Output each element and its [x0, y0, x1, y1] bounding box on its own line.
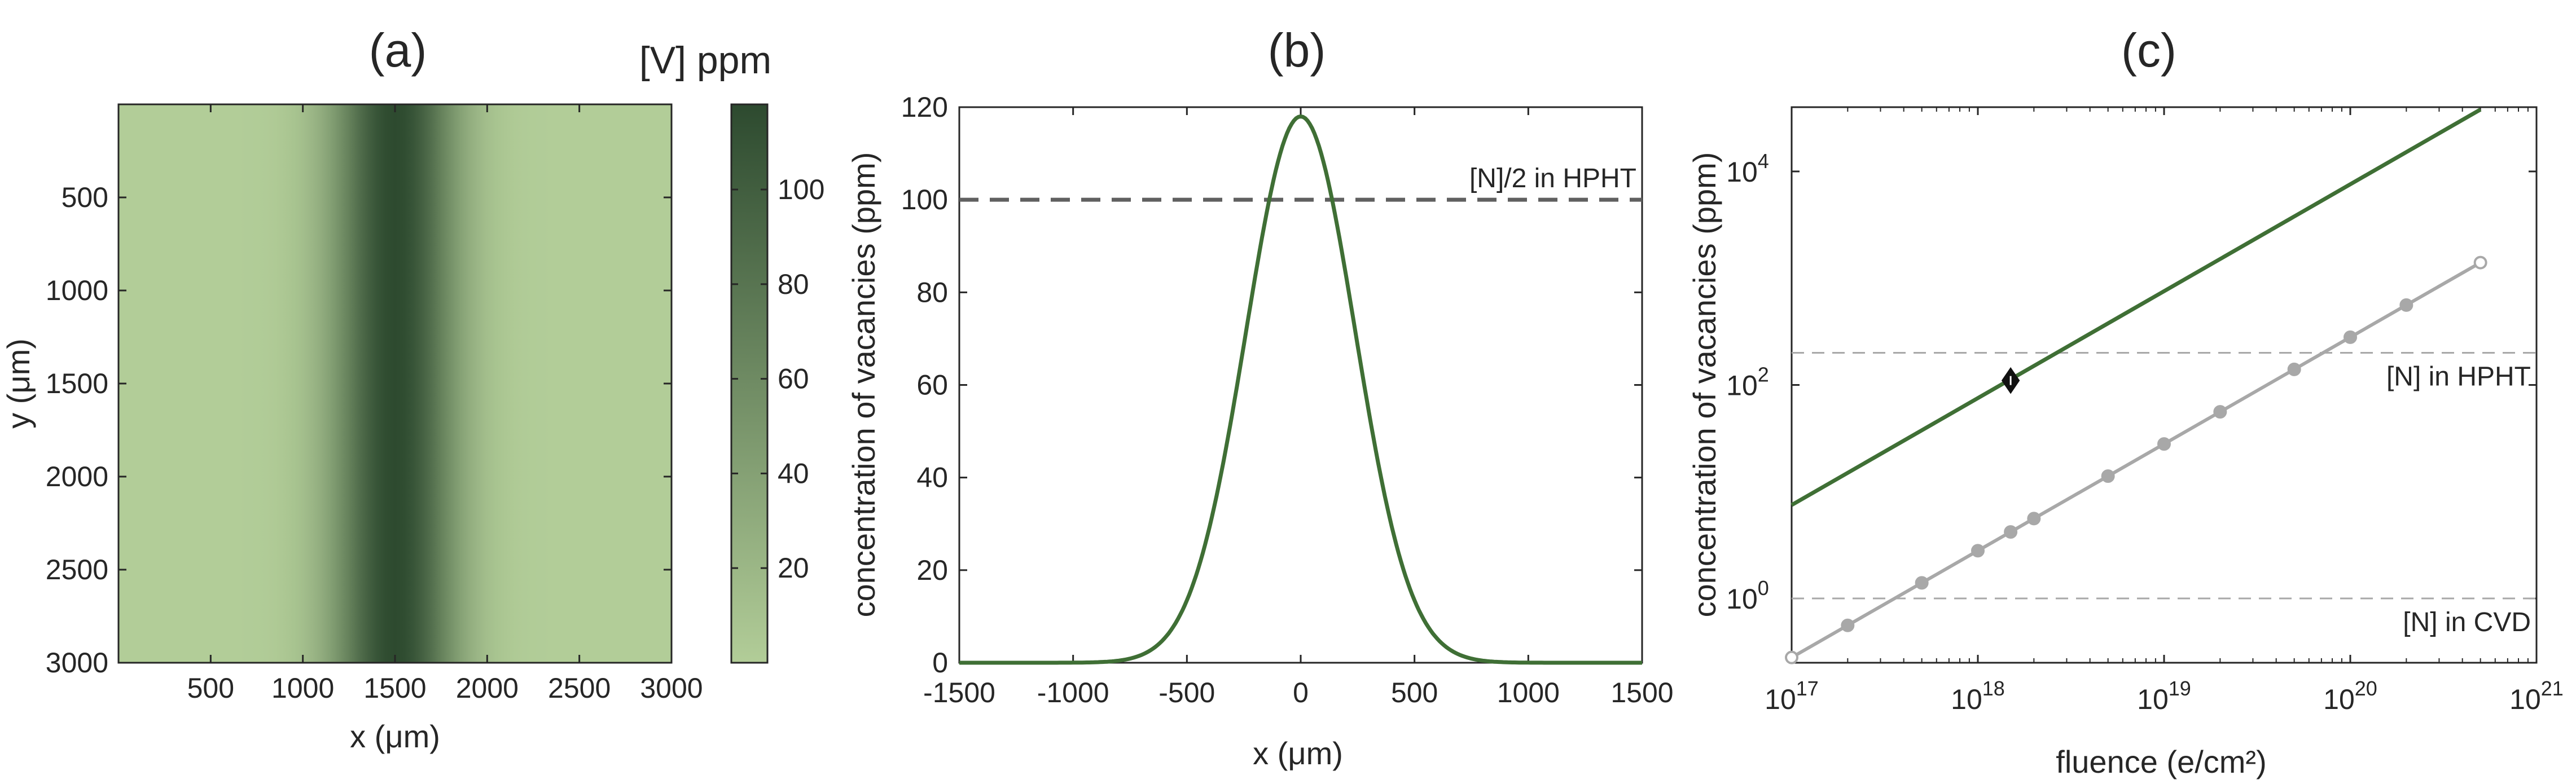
plot-c-ytick-label: 100: [1726, 576, 1769, 615]
plot-b-xtick-label: 1000: [1497, 677, 1560, 708]
plot-c-xtick-label: 1017: [1765, 677, 1819, 715]
heatmap-xtick-label: 2500: [548, 672, 611, 704]
plot-c-ytick-label: 102: [1726, 363, 1769, 402]
series-gray-line: [1791, 261, 2482, 659]
heatmap-ytick-label: 2500: [46, 554, 108, 585]
plot-c-xtick-label: 1019: [2137, 677, 2191, 715]
series-gray-marker: [2027, 512, 2041, 526]
heatmap-ytick-label: 1500: [46, 368, 108, 399]
series-gray-marker: [1785, 650, 1798, 664]
plot-b-xtick-label: 500: [1391, 677, 1438, 708]
hline-label: [N] in CVD: [2403, 607, 2531, 637]
heatmap-ytick-label: 1000: [46, 275, 108, 306]
plot-b-ytick-label: 100: [901, 184, 948, 215]
series-gray-marker: [1841, 618, 1855, 632]
colorbar-tick-label: 20: [778, 552, 809, 584]
series-gray-marker: [1971, 544, 1985, 558]
panel-c-title: (c): [2121, 24, 2176, 77]
heatmap-ytick-label: 3000: [46, 647, 108, 679]
plot-b-ytick-label: 80: [916, 276, 948, 308]
hline-label: [N]/2 in HPHT: [1469, 164, 1636, 193]
plot-c-xtick-label: 1020: [2323, 677, 2377, 715]
plot-c-xtick-label: 1018: [1951, 677, 2005, 715]
series-gray-marker: [2473, 256, 2487, 270]
series-gray-marker: [2399, 298, 2413, 312]
series-gray-marker: [2157, 437, 2171, 451]
colorbar-tick-label: 100: [778, 174, 824, 205]
heatmap-xtick-label: 2000: [456, 672, 519, 704]
plot-b-xtick-label: -500: [1158, 677, 1215, 708]
plot-b-xtick-label: -1000: [1037, 677, 1109, 708]
heatmap-xtick-label: 1000: [271, 672, 334, 704]
panel-c: (c) 1017 1018 1019 1020 1021 100 102 104 [N] in…: [1687, 24, 2564, 779]
plot-b-ylabel: concentration of vacancies (ppm): [846, 152, 881, 618]
series-gray-marker: [2344, 330, 2357, 344]
plot-b-xtick-label: -1500: [923, 677, 995, 708]
heatmap-ytick-label: 500: [62, 182, 108, 213]
plot-b-ytick-label: 120: [901, 91, 948, 123]
colorbar-title: [V] ppm: [639, 39, 771, 82]
panel-b-title: (b): [1268, 24, 1326, 77]
plot-b-ytick-label: 0: [932, 647, 948, 679]
series-gray-marker: [2213, 405, 2227, 419]
plot-b-xtick-label: 0: [1293, 677, 1309, 708]
plot-c-ytick-label: 104: [1726, 149, 1769, 188]
colorbar: [730, 103, 769, 664]
panel-b: (b) -1500 -1000 -500 0 500 1000 1500 0 20 40 60 80 1…: [846, 24, 1674, 771]
heatmap-xtick-label: 3000: [640, 672, 703, 704]
hline-label: [N] in HPHT: [2386, 362, 2531, 392]
series-gray-marker: [2101, 469, 2115, 483]
heatmap-xlabel: x (μm): [350, 719, 440, 754]
series-gaussian-line: [959, 114, 1642, 665]
plot-b-ytick-label: 20: [916, 554, 948, 586]
series-gray-marker: [1915, 576, 1929, 590]
plot-b-ytick-label: 60: [916, 369, 948, 401]
heatmap-xtick-label: 500: [187, 672, 234, 704]
heatmap-ytick-label: 2000: [46, 461, 108, 492]
plot-b-xtick-label: 1500: [1610, 677, 1673, 708]
series-green-line: [1791, 108, 2482, 507]
plot-b-xlabel: x (μm): [1253, 735, 1343, 771]
panel-a: (a) 500 1000 1500 2000 2500 3000 500 1000 1500 20…: [1, 24, 824, 754]
panel-a-title: (a): [369, 24, 427, 77]
colorbar-tick-label: 40: [778, 457, 809, 489]
colorbar-tick-label: 60: [778, 363, 809, 395]
series-gray-marker: [2004, 525, 2018, 539]
heatmap-field: [119, 104, 672, 663]
plot-c-xtick-label: 1021: [2509, 677, 2564, 715]
colorbar-tick-label: 80: [778, 268, 809, 300]
plot-c-ylabel: concentration of vacancies (ppm): [1687, 152, 1722, 618]
plot-c-xlabel: fluence (e/cm²): [2056, 744, 2266, 779]
heatmap-xtick-label: 1500: [363, 672, 426, 704]
series-gray-marker: [2287, 362, 2301, 376]
heatmap-ylabel: y (μm): [1, 338, 36, 429]
plot-b-ytick-label: 40: [916, 462, 948, 494]
